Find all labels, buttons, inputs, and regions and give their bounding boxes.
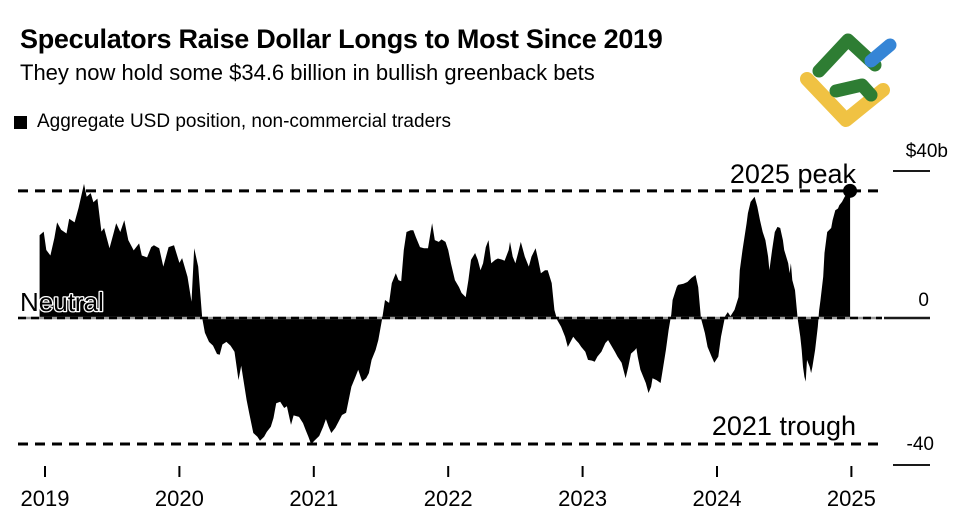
y-axis-label-40b: $40b — [906, 141, 948, 162]
y-axis-label-neg40: -40 — [907, 434, 934, 455]
x-axis-label: 2020 — [155, 486, 204, 511]
x-axis-label: 2022 — [424, 486, 473, 511]
x-axis-label: 2023 — [558, 486, 607, 511]
peak-data-point — [843, 183, 858, 198]
legend: Aggregate USD position, non-commercial t… — [14, 111, 451, 133]
legend-label: Aggregate USD position, non-commercial t… — [37, 111, 451, 132]
page-subtitle: They now hold some $34.6 billion in bull… — [20, 60, 595, 85]
x-axis-label: 2024 — [693, 486, 742, 511]
usd-position-area — [39, 183, 851, 445]
x-axis-label: 2021 — [289, 486, 338, 511]
x-axis-labels: 2019 2020 2021 2022 2023 2024 2025 — [21, 486, 876, 511]
x-axis-label: 2019 — [21, 486, 70, 511]
y-axis-label-0: 0 — [918, 290, 929, 311]
legend-swatch-icon — [14, 115, 27, 129]
litefinance-logo-icon — [800, 33, 897, 127]
logo-green-chevron — [812, 33, 882, 78]
trough-annotation: 2021 trough — [712, 411, 856, 441]
x-axis-ticks — [44, 466, 853, 477]
x-axis-label: 2025 — [827, 486, 876, 511]
logo-blue-accent — [864, 38, 897, 68]
peak-annotation: 2025 peak — [730, 159, 857, 189]
page-title: Speculators Raise Dollar Longs to Most S… — [20, 24, 663, 54]
neutral-label: Neutral — [20, 287, 104, 317]
logo-green-bar — [829, 78, 878, 102]
